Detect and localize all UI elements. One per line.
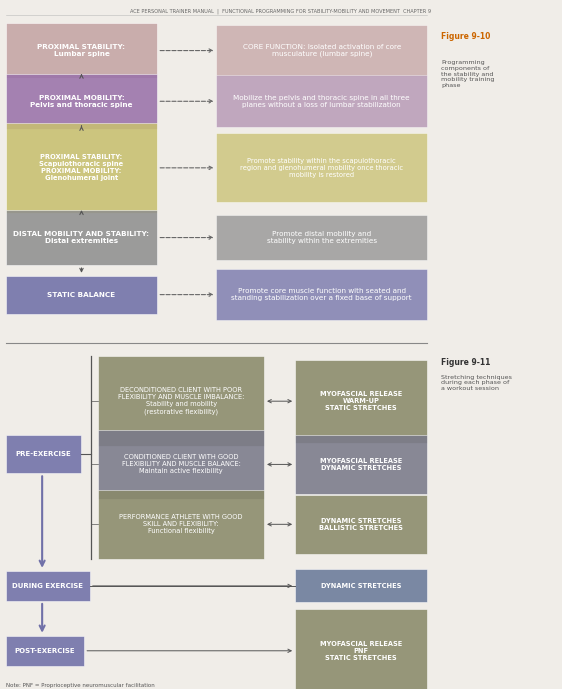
FancyBboxPatch shape [6, 435, 81, 473]
Text: Stretching techniques
during each phase of
a workout session: Stretching techniques during each phase … [441, 375, 512, 391]
Text: Promote distal mobility and
stability within the extremities: Promote distal mobility and stability wi… [267, 231, 377, 244]
Text: DECONDITIONED CLIENT WITH POOR
FLEXIBILITY AND MUSCLE IMBALANCE:
Stability and m: DECONDITIONED CLIENT WITH POOR FLEXIBILI… [118, 387, 244, 415]
Text: Programming
components of
the stability and
mobility training
phase: Programming components of the stability … [441, 60, 495, 88]
FancyBboxPatch shape [216, 76, 427, 127]
Text: DYNAMIC STRETCHES: DYNAMIC STRETCHES [321, 583, 401, 589]
FancyBboxPatch shape [216, 134, 427, 203]
FancyBboxPatch shape [6, 123, 157, 213]
Text: Note: PNF = Proprioceptive neuromuscular facilitation: Note: PNF = Proprioceptive neuromuscular… [6, 683, 155, 688]
FancyBboxPatch shape [216, 269, 427, 320]
Text: CORE FUNCTION: Isolated activation of core
musculature (lumbar spine): CORE FUNCTION: Isolated activation of co… [243, 44, 401, 57]
Text: MYOFASCIAL RELEASE
WARM-UP
STATIC STRETCHES: MYOFASCIAL RELEASE WARM-UP STATIC STRETC… [320, 391, 402, 411]
Text: POST-EXERCISE: POST-EXERCISE [15, 648, 75, 654]
FancyBboxPatch shape [295, 435, 427, 494]
FancyBboxPatch shape [295, 495, 427, 553]
FancyBboxPatch shape [98, 490, 264, 559]
FancyBboxPatch shape [6, 276, 157, 313]
FancyBboxPatch shape [295, 569, 427, 602]
Text: Promote stability within the scapulothoracic
region and glenohumeral mobility on: Promote stability within the scapulothor… [240, 158, 404, 178]
FancyBboxPatch shape [98, 356, 264, 446]
FancyBboxPatch shape [216, 25, 427, 76]
FancyBboxPatch shape [6, 636, 84, 666]
Text: ACE PERSONAL TRAINER MANUAL  |  FUNCTIONAL PROGRAMMING FOR STABILITY-MOBILITY AN: ACE PERSONAL TRAINER MANUAL | FUNCTIONAL… [130, 8, 432, 14]
Text: MYOFASCIAL RELEASE
PNF
STATIC STRETCHES: MYOFASCIAL RELEASE PNF STATIC STRETCHES [320, 641, 402, 661]
Text: Figure 9-10: Figure 9-10 [441, 32, 491, 41]
FancyBboxPatch shape [6, 210, 157, 265]
FancyBboxPatch shape [98, 430, 264, 499]
Text: DYNAMIC STRETCHES
BALLISTIC STRETCHES: DYNAMIC STRETCHES BALLISTIC STRETCHES [319, 518, 403, 531]
Text: MYOFASCIAL RELEASE
DYNAMIC STRETCHES: MYOFASCIAL RELEASE DYNAMIC STRETCHES [320, 458, 402, 471]
FancyBboxPatch shape [6, 74, 157, 129]
Text: PERFORMANCE ATHLETE WITH GOOD
SKILL AND FLEXIBILITY:
Functional flexibility: PERFORMANCE ATHLETE WITH GOOD SKILL AND … [120, 514, 243, 535]
Text: DISTAL MOBILITY AND STABILITY:
Distal extremities: DISTAL MOBILITY AND STABILITY: Distal ex… [13, 231, 149, 244]
FancyBboxPatch shape [295, 610, 427, 689]
Text: Mobilize the pelvis and thoracic spine in all three
planes without a loss of lum: Mobilize the pelvis and thoracic spine i… [233, 95, 410, 107]
Text: PROXIMAL STABILITY:
Lumbar spine: PROXIMAL STABILITY: Lumbar spine [38, 44, 125, 57]
Text: CONDITIONED CLIENT WITH GOOD
FLEXIBILITY AND MUSCLE BALANCE:
Maintain active fle: CONDITIONED CLIENT WITH GOOD FLEXIBILITY… [122, 455, 241, 475]
Text: Figure 9-11: Figure 9-11 [441, 358, 491, 367]
Text: STATIC BALANCE: STATIC BALANCE [47, 291, 116, 298]
Text: DURING EXERCISE: DURING EXERCISE [12, 583, 83, 589]
FancyBboxPatch shape [295, 360, 427, 442]
Text: Promote core muscle function with seated and
standing stabilization over a fixed: Promote core muscle function with seated… [232, 288, 412, 301]
Text: PRE-EXERCISE: PRE-EXERCISE [16, 451, 71, 457]
FancyBboxPatch shape [216, 215, 427, 260]
Text: PROXIMAL STABILITY:
Scapulothoracic spine
PROXIMAL MOBILITY:
Glenohumeral joint: PROXIMAL STABILITY: Scapulothoracic spin… [39, 154, 124, 181]
FancyBboxPatch shape [6, 570, 90, 601]
Text: PROXIMAL MOBILITY:
Pelvis and thoracic spine: PROXIMAL MOBILITY: Pelvis and thoracic s… [30, 95, 133, 107]
FancyBboxPatch shape [6, 23, 157, 78]
